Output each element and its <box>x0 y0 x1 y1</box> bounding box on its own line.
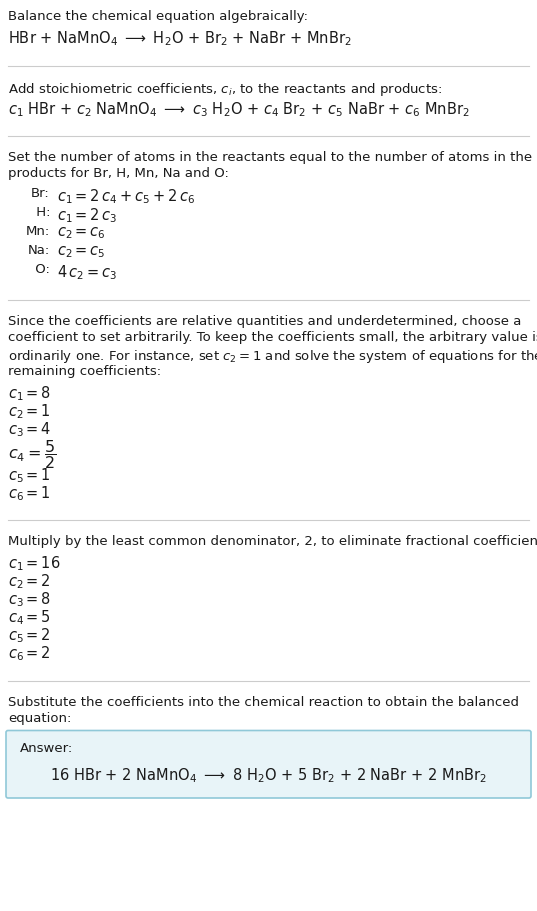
Text: 16 HBr + 2 NaMnO$_4$ $\longrightarrow$ 8 H$_2$O + 5 Br$_2$ + 2 NaBr + 2 MnBr$_2$: 16 HBr + 2 NaMnO$_4$ $\longrightarrow$ 8… <box>50 765 487 783</box>
Text: HBr + NaMnO$_4$ $\longrightarrow$ H$_2$O + Br$_2$ + NaBr + MnBr$_2$: HBr + NaMnO$_4$ $\longrightarrow$ H$_2$O… <box>8 29 352 48</box>
Text: ordinarily one. For instance, set $c_2 = 1$ and solve the system of equations fo: ordinarily one. For instance, set $c_2 =… <box>8 348 537 364</box>
Text: $c_1 = 16$: $c_1 = 16$ <box>8 554 61 573</box>
Text: H:: H: <box>32 206 50 219</box>
Text: $c_1 = 8$: $c_1 = 8$ <box>8 384 51 403</box>
Text: Since the coefficients are relative quantities and underdetermined, choose a: Since the coefficients are relative quan… <box>8 314 521 328</box>
Text: Substitute the coefficients into the chemical reaction to obtain the balanced: Substitute the coefficients into the che… <box>8 695 519 708</box>
Text: $c_5 = 2$: $c_5 = 2$ <box>8 626 51 644</box>
Text: $c_1 = 2\,c_4 + c_5 + 2\,c_6$: $c_1 = 2\,c_4 + c_5 + 2\,c_6$ <box>57 187 195 206</box>
Text: equation:: equation: <box>8 711 71 724</box>
Text: products for Br, H, Mn, Na and O:: products for Br, H, Mn, Na and O: <box>8 168 229 180</box>
Text: coefficient to set arbitrarily. To keep the coefficients small, the arbitrary va: coefficient to set arbitrarily. To keep … <box>8 331 537 344</box>
Text: $c_2 = c_5$: $c_2 = c_5$ <box>57 244 106 260</box>
Text: $4\,c_2 = c_3$: $4\,c_2 = c_3$ <box>57 262 117 281</box>
Text: $c_2 = c_6$: $c_2 = c_6$ <box>57 225 106 241</box>
Text: $c_4 = \dfrac{5}{2}$: $c_4 = \dfrac{5}{2}$ <box>8 437 56 470</box>
Text: $c_4 = 5$: $c_4 = 5$ <box>8 608 51 627</box>
Text: Add stoichiometric coefficients, $c_i$, to the reactants and products:: Add stoichiometric coefficients, $c_i$, … <box>8 80 442 97</box>
Text: Balance the chemical equation algebraically:: Balance the chemical equation algebraica… <box>8 10 308 23</box>
Text: $c_2 = 2$: $c_2 = 2$ <box>8 572 51 590</box>
Text: $c_6 = 2$: $c_6 = 2$ <box>8 644 51 662</box>
Text: remaining coefficients:: remaining coefficients: <box>8 364 161 377</box>
Text: Answer:: Answer: <box>20 741 73 753</box>
Text: Multiply by the least common denominator, 2, to eliminate fractional coefficient: Multiply by the least common denominator… <box>8 535 537 548</box>
Text: $c_6 = 1$: $c_6 = 1$ <box>8 484 51 502</box>
Text: $c_2 = 1$: $c_2 = 1$ <box>8 402 51 420</box>
Text: O:: O: <box>31 262 50 276</box>
Text: Na:: Na: <box>28 244 50 257</box>
Text: Set the number of atoms in the reactants equal to the number of atoms in the: Set the number of atoms in the reactants… <box>8 151 532 164</box>
FancyBboxPatch shape <box>6 731 531 798</box>
Text: Br:: Br: <box>31 187 50 200</box>
Text: $c_1 = 2\,c_3$: $c_1 = 2\,c_3$ <box>57 206 117 224</box>
Text: $c_5 = 1$: $c_5 = 1$ <box>8 466 51 484</box>
Text: $c_1$ HBr + $c_2$ NaMnO$_4$ $\longrightarrow$ $c_3$ H$_2$O + $c_4$ Br$_2$ + $c_5: $c_1$ HBr + $c_2$ NaMnO$_4$ $\longrighta… <box>8 100 470 118</box>
Text: Mn:: Mn: <box>26 225 50 238</box>
Text: $c_3 = 8$: $c_3 = 8$ <box>8 589 51 609</box>
Text: $c_3 = 4$: $c_3 = 4$ <box>8 420 52 438</box>
